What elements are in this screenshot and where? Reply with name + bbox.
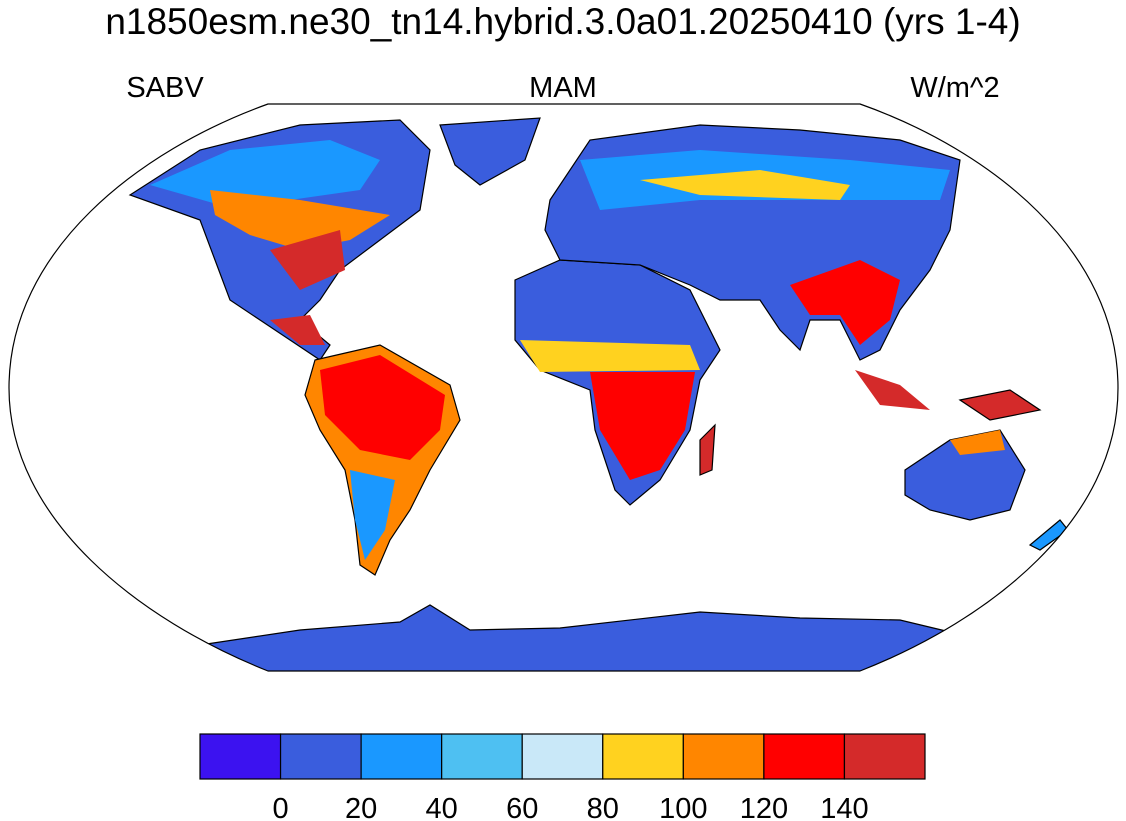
colorbar-box <box>279 733 362 780</box>
colorbar-tick-label: 80 <box>587 793 619 821</box>
colorbar-box <box>602 733 684 780</box>
colorbar-box <box>199 733 282 780</box>
colorbar-tick-label: 0 <box>272 793 288 821</box>
colorbar-box <box>360 733 443 780</box>
title: n1850esm.ne30_tn14.hybrid.3.0a01.2025041… <box>105 1 1020 42</box>
variable-label: SABV <box>126 72 204 104</box>
colorbar-box <box>521 733 604 780</box>
colorbar-tick-label: 140 <box>820 793 868 821</box>
land-areas <box>128 117 1069 671</box>
colorbar-tick-label: 100 <box>659 793 707 821</box>
colorbar-tick-label: 60 <box>506 793 538 821</box>
colorbar: 0 20 40 60 80 100 120 140 <box>199 733 926 821</box>
colorbar-box <box>843 733 926 780</box>
colorbar-tick-label: 40 <box>426 793 458 821</box>
map <box>8 103 1119 672</box>
colorbar-box <box>682 733 765 780</box>
map-border <box>8 103 1119 672</box>
colorbar-tick-label: 20 <box>345 793 377 821</box>
colorbar-box <box>441 733 523 780</box>
season-label: MAM <box>529 72 597 104</box>
colorbar-tick-label: 120 <box>740 793 788 821</box>
colorbar-box <box>763 733 846 780</box>
units-label: W/m^2 <box>910 72 999 104</box>
